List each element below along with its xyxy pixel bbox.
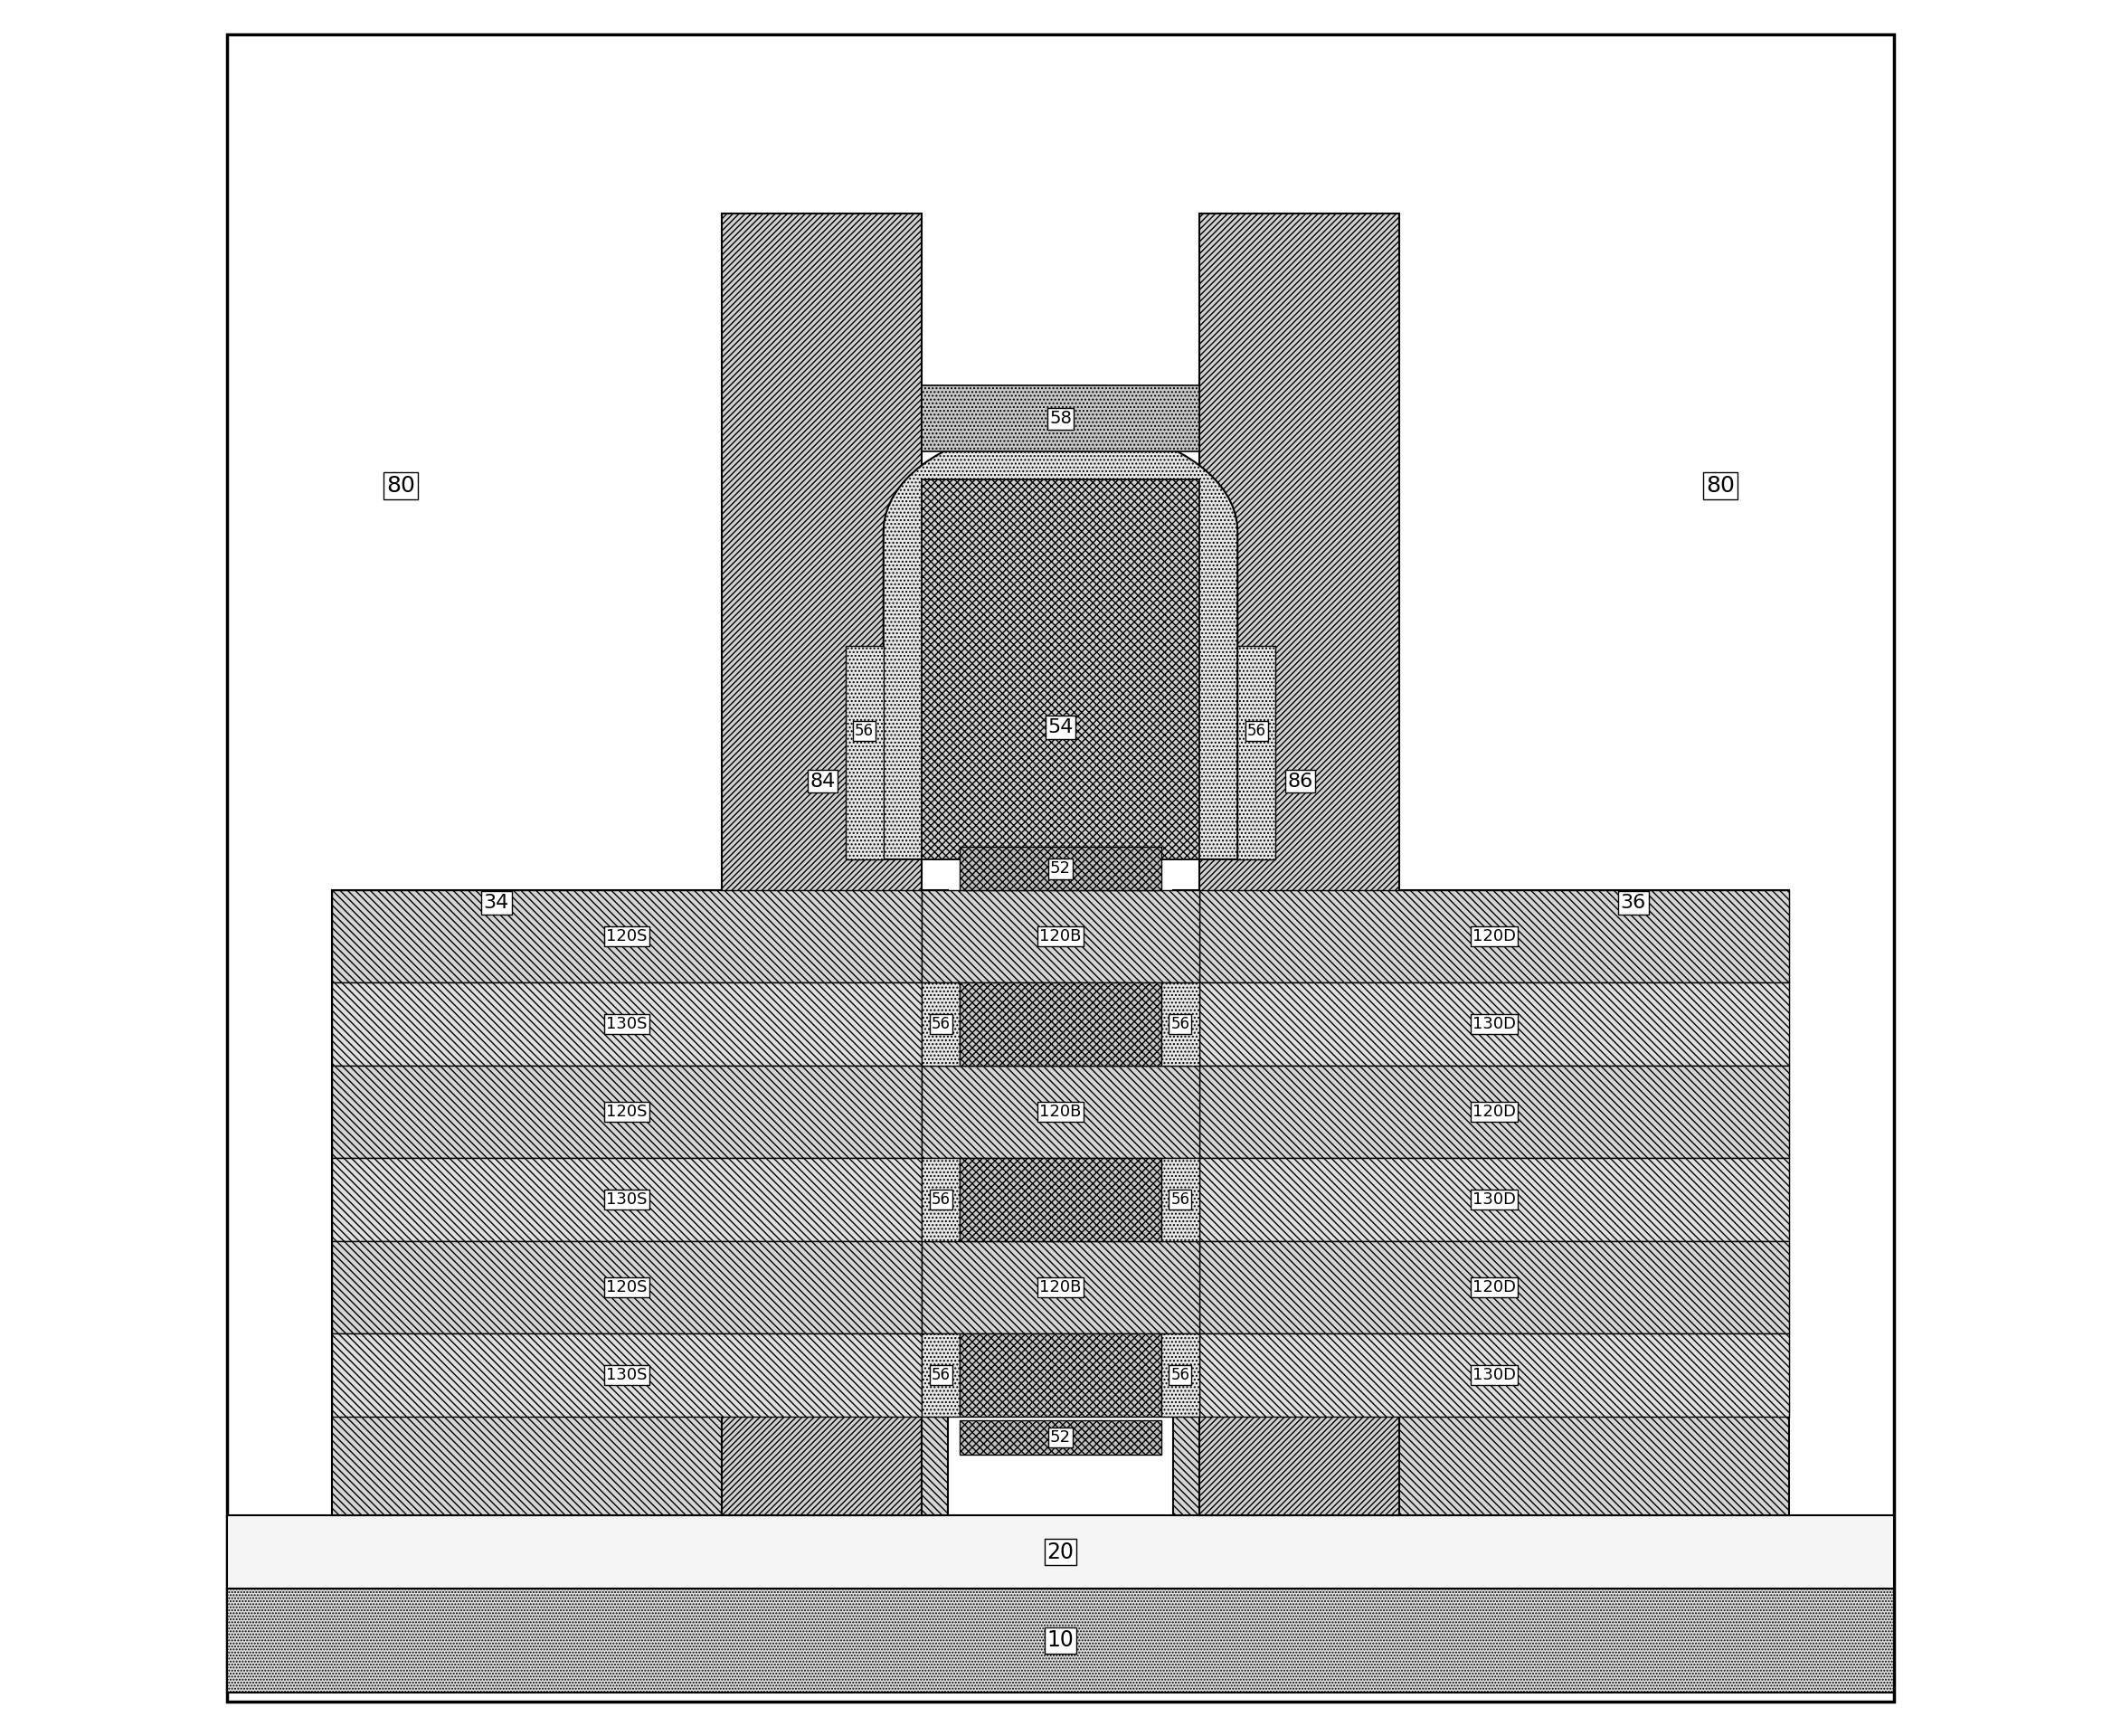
Bar	[721, 214, 923, 1516]
Bar	[331, 891, 948, 1516]
Bar	[923, 385, 1198, 451]
Text: 10: 10	[1048, 1630, 1073, 1651]
Bar	[923, 1158, 961, 1241]
Bar	[1160, 1158, 1198, 1241]
Text: 120S: 120S	[607, 929, 647, 944]
Text: 56: 56	[931, 1191, 950, 1208]
Text: 130S: 130S	[607, 1366, 647, 1384]
Bar	[1173, 891, 1790, 1516]
Text: 56: 56	[1171, 1366, 1190, 1384]
Bar	[331, 1158, 923, 1241]
Bar	[227, 1588, 1894, 1693]
Text: 130D: 130D	[1472, 1191, 1517, 1208]
Text: 120S: 120S	[607, 1104, 647, 1120]
Bar	[1198, 1066, 1790, 1158]
Text: 130D: 130D	[1472, 1366, 1517, 1384]
Bar	[961, 1333, 1160, 1417]
Bar	[1160, 983, 1198, 1066]
Bar	[1198, 891, 1790, 983]
Text: 56: 56	[1247, 724, 1266, 740]
Text: 130S: 130S	[607, 1191, 647, 1208]
Text: 120D: 120D	[1472, 1279, 1517, 1295]
Text: 80: 80	[386, 476, 416, 496]
Text: 56: 56	[931, 1366, 950, 1384]
Bar	[923, 1066, 1198, 1158]
Polygon shape	[884, 425, 1237, 859]
Text: 120S: 120S	[607, 1279, 647, 1295]
Bar	[331, 1333, 923, 1417]
Bar	[923, 479, 1198, 859]
Text: 20: 20	[1048, 1542, 1073, 1562]
Text: 58: 58	[1050, 410, 1071, 427]
Bar	[961, 1158, 1160, 1241]
Bar	[331, 1066, 923, 1158]
Bar	[961, 1420, 1160, 1455]
Text: 36: 36	[1620, 894, 1646, 911]
Text: 52: 52	[1050, 861, 1071, 877]
Text: 56: 56	[931, 1016, 950, 1033]
Text: 130D: 130D	[1472, 1016, 1517, 1033]
Bar	[1198, 1158, 1790, 1241]
Bar	[1198, 214, 1400, 1516]
Bar	[331, 1241, 923, 1333]
Text: 56: 56	[855, 724, 874, 740]
Text: 84: 84	[810, 773, 836, 790]
Bar	[1198, 983, 1790, 1066]
Text: 120D: 120D	[1472, 1104, 1517, 1120]
Bar	[227, 1516, 1894, 1588]
Text: 52: 52	[1050, 1429, 1071, 1446]
Bar	[923, 1333, 961, 1417]
Text: 34: 34	[484, 894, 509, 911]
Text: 86: 86	[1287, 773, 1313, 790]
Bar	[846, 646, 884, 859]
Bar	[923, 983, 961, 1066]
Bar	[331, 891, 923, 983]
Bar	[1198, 1333, 1790, 1417]
Text: 120B: 120B	[1039, 1104, 1082, 1120]
Bar	[1198, 1241, 1790, 1333]
Text: 120D: 120D	[1472, 929, 1517, 944]
Bar	[331, 983, 923, 1066]
Text: 56: 56	[1171, 1191, 1190, 1208]
Text: 130S: 130S	[607, 1016, 647, 1033]
Bar	[961, 983, 1160, 1066]
Bar	[923, 891, 1198, 983]
Bar	[1237, 646, 1275, 859]
Bar	[961, 847, 1160, 891]
Text: 56: 56	[1171, 1016, 1190, 1033]
Text: 80: 80	[1705, 476, 1735, 496]
Bar	[1160, 1333, 1198, 1417]
Text: 120B: 120B	[1039, 929, 1082, 944]
Bar	[923, 1241, 1198, 1333]
Text: 54: 54	[1048, 719, 1073, 736]
Text: 120B: 120B	[1039, 1279, 1082, 1295]
